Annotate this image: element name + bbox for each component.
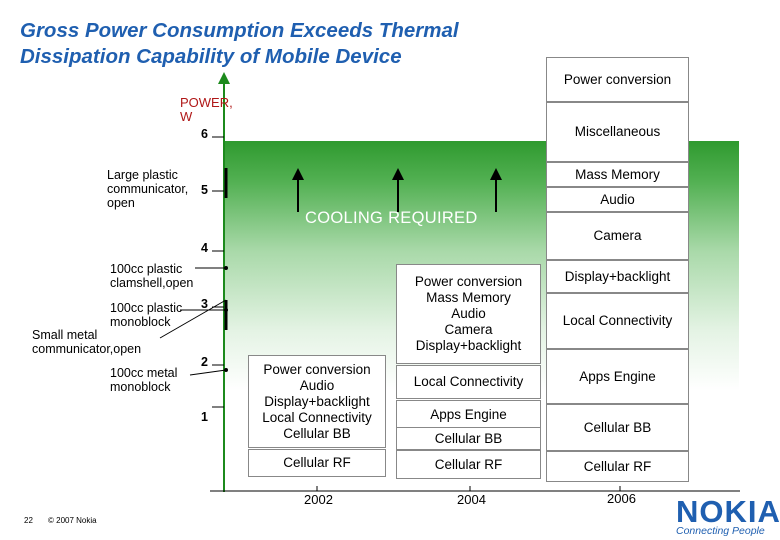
stack-2006-rf: Cellular RF [546,451,689,482]
page-number: 22 [24,516,33,525]
device-label-plastic-monoblock: 100cc plastic monoblock [110,301,183,329]
x-tick-label-2002: 2002 [304,492,333,507]
stack-2002-bb: Cellular BB [283,425,351,441]
stack-2004-audio: Audio [451,306,486,321]
title-line-1: Gross Power Consumption Exceeds Thermal [20,19,459,42]
y-tick-label-2: 2 [201,355,208,369]
stack-2004-bb: Cellular BB [396,428,541,450]
stack-2002-rf: Cellular RF [248,449,386,477]
y-tick-label-6: 6 [201,127,208,141]
stack-2002-group: Power conversion Audio Display+backlight… [248,355,386,448]
stack-2002-lc: Local Connectivity [262,409,372,425]
y-tick-label-4: 4 [201,241,208,255]
stack-2002-display: Display+backlight [264,393,370,409]
y-tick-label-1: 1 [201,410,208,424]
stack-2004-rf: Cellular RF [396,450,541,479]
y-axis-label: POWER, W [180,95,233,124]
stack-2006-audio: Audio [546,187,689,212]
stack-2006-display: Display+backlight [546,260,689,293]
x-tick-label-2004: 2004 [457,492,486,507]
stack-2006-apps: Apps Engine [546,349,689,404]
stack-2006-mass: Mass Memory [546,162,689,187]
stack-2004-lc: Local Connectivity [396,365,541,399]
stack-2006-power: Power conversion [546,57,689,102]
copyright: © 2007 Nokia [48,516,97,525]
y-axis-arrow [218,72,230,84]
stack-2004-apps: Apps Engine [396,400,541,428]
stack-2004-power: Power conversion [414,274,523,289]
device-label-metal-communicator: Small metal communicator,open [32,328,142,356]
cooling-required-label: COOLING REQUIRED [305,209,478,227]
x-tick-label-2006: 2006 [607,491,636,506]
device-label-large-communicator: Large plastic communicator, open [107,168,189,210]
device-label-metal-monoblock: 100cc metal monoblock [110,366,178,394]
stack-2004-camera: Camera [444,322,493,337]
y-tick-label-3: 3 [201,297,208,311]
stack-2006-camera: Camera [546,212,689,260]
limit-metal-monoblock-connector [189,369,227,376]
y-tick-label-5: 5 [201,183,208,197]
stack-2004-mass: Mass Memory [426,290,511,305]
device-label-clamshell: 100cc plastic clamshell,open [110,262,194,290]
nokia-logo: NOKIA [676,494,780,529]
stack-2006-bb: Cellular BB [546,404,689,451]
stack-2002-audio: Audio [299,377,335,393]
stack-2004-group: Power conversion Mass Memory Audio Camer… [396,264,541,364]
stack-2006-misc: Miscellaneous [546,102,689,162]
limit-metal-communicator-connector [159,299,227,339]
nokia-tagline: Connecting People [676,525,765,537]
page-title: Gross Power Consumption Exceeds Thermal … [20,18,459,70]
title-line-2: Dissipation Capability of Mobile Device [20,45,402,68]
stack-2002-power: Power conversion [263,361,371,377]
stack-2006-lc: Local Connectivity [546,293,689,349]
stack-2004-display: Display+backlight [415,338,522,353]
